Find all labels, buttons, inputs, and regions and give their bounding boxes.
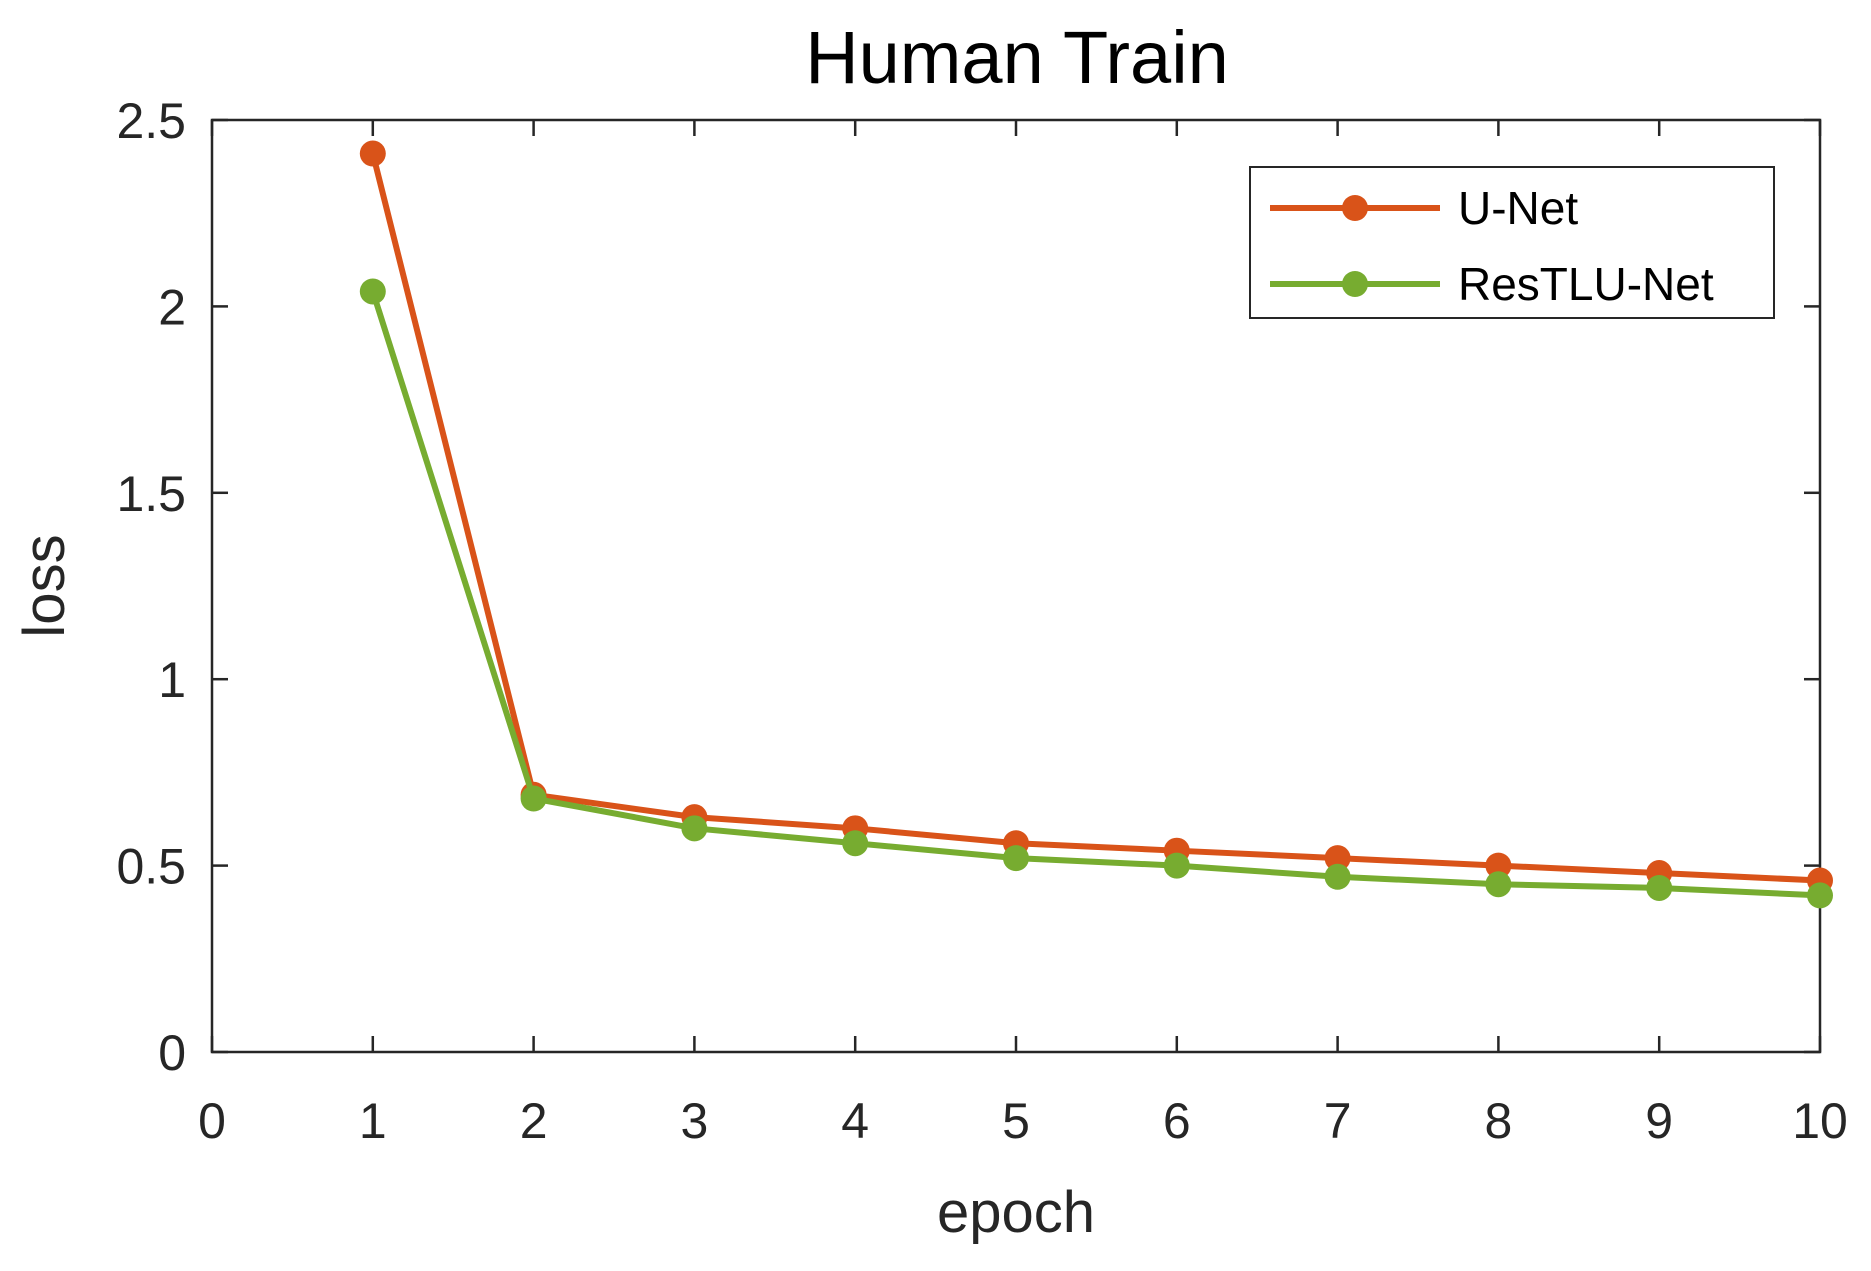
data-point-u-net <box>1324 845 1351 872</box>
data-point-restlu-net <box>359 278 386 305</box>
data-point-u-net <box>1485 852 1512 879</box>
data-point-restlu-net <box>1163 852 1190 879</box>
x-tick-label: 5 <box>1002 1093 1030 1149</box>
legend-box <box>1249 166 1775 319</box>
data-point-restlu-net <box>1646 874 1673 901</box>
data-point-restlu-net <box>681 815 708 842</box>
x-tick-label: 4 <box>841 1093 869 1149</box>
y-tick-label: 0.5 <box>116 839 186 895</box>
x-tick-label: 7 <box>1324 1093 1352 1149</box>
y-tick-label: 1 <box>158 652 186 708</box>
y-tick-label: 1.5 <box>116 466 186 522</box>
data-point-restlu-net <box>1003 845 1029 872</box>
data-point-restlu-net <box>842 830 869 857</box>
x-tick-label: 2 <box>520 1093 548 1149</box>
chart-title: Human Train <box>805 16 1229 99</box>
y-axis-label: loss <box>12 534 77 637</box>
legend-label-restlu-net: ResTLU-Net <box>1458 258 1714 310</box>
y-tick-label: 0 <box>158 1025 186 1081</box>
data-point-restlu-net <box>1324 863 1351 890</box>
x-tick-label: 10 <box>1792 1093 1848 1149</box>
x-tick-label: 0 <box>198 1093 226 1149</box>
legend-marker-restlu-net <box>1342 271 1368 297</box>
series-line-restlu-net <box>369 290 1821 899</box>
data-point-restlu-net <box>520 785 547 812</box>
y-tick-label: 2.5 <box>116 93 186 149</box>
x-axis-label: epoch <box>937 1180 1095 1245</box>
x-tick-label: 9 <box>1645 1093 1673 1149</box>
x-tick-label: 1 <box>359 1093 387 1149</box>
series-line-u-net <box>369 152 1821 884</box>
series-layer <box>359 140 1833 909</box>
y-axis: 0 0.5 1 1.5 2 2.5 <box>116 93 1820 1081</box>
x-tick-label: 3 <box>680 1093 708 1149</box>
legend-marker-u-net <box>1342 195 1368 221</box>
data-point-u-net <box>359 140 386 167</box>
x-tick-label: 8 <box>1484 1093 1512 1149</box>
legend-label-u-net: U-Net <box>1458 182 1578 234</box>
data-point-restlu-net <box>1807 882 1833 909</box>
y-tick-label: 2 <box>158 279 186 335</box>
legend: U-Net ResTLU-Net <box>1249 166 1775 319</box>
x-tick-label: 6 <box>1163 1093 1191 1149</box>
data-point-restlu-net <box>1485 871 1512 898</box>
x-axis: 0 1 2 3 4 5 6 7 8 9 10 <box>198 120 1848 1149</box>
